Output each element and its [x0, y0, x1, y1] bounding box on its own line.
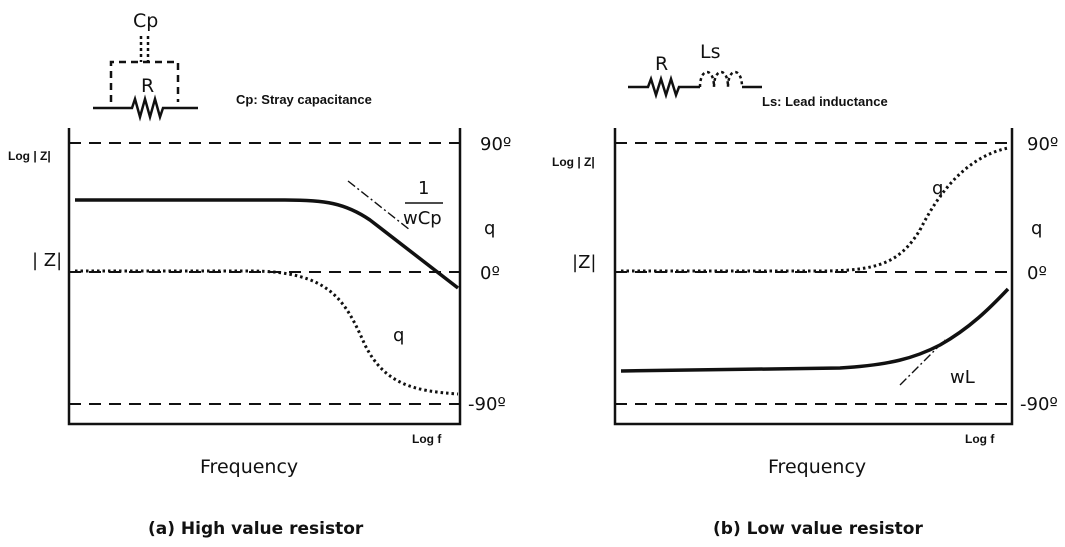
right-label-q: q	[1031, 218, 1042, 239]
left-label-90: 90º	[480, 134, 511, 155]
right-resistor-wire	[628, 74, 700, 100]
left-cap-bracket	[109, 60, 180, 102]
right-plot-frame	[613, 128, 1014, 426]
left-cap-label: Cp	[133, 10, 158, 32]
right-phase-curve	[621, 146, 1009, 273]
left-label-0: 0º	[480, 263, 500, 284]
left-asymptote	[347, 180, 411, 231]
right-y-axis-label: Log | Z|	[552, 155, 595, 169]
right-asymptote	[899, 339, 946, 386]
left-z-label: | Z|	[32, 250, 62, 271]
left-plot-frame	[67, 128, 462, 426]
right-x-axis-small-label: Log f	[965, 432, 995, 446]
right-ind-label: Ls	[700, 41, 720, 63]
right-circuit	[628, 70, 762, 100]
right-circuit-note: Ls: Lead inductance	[762, 94, 888, 109]
right-z-label: |Z|	[572, 252, 596, 273]
right-label-0: 0º	[1027, 263, 1047, 284]
right-asymptote-label: wL	[950, 367, 975, 388]
left-y-axis-label: Log | Z|	[8, 149, 51, 163]
left-asymptote-numerator: 1	[418, 178, 429, 199]
left-circuit-note: Cp: Stray capacitance	[236, 92, 372, 107]
right-inductor-coil	[698, 70, 744, 88]
right-res-label: R	[655, 53, 668, 75]
right-caption: (b) Low value resistor	[713, 519, 923, 539]
left-label-q: q	[484, 218, 495, 239]
left-resistor-wire	[93, 94, 198, 122]
left-circuit	[93, 36, 198, 122]
left-res-label: R	[141, 75, 154, 97]
right-phase-label: q	[932, 178, 943, 199]
left-caption: (a) High value resistor	[148, 519, 364, 539]
left-impedance-curve	[75, 198, 460, 290]
right-impedance-curve	[620, 287, 1010, 373]
left-phase-label: q	[393, 325, 404, 346]
right-label-90: 90º	[1027, 134, 1058, 155]
right-x-axis-label: Frequency	[768, 456, 866, 478]
left-panel: Cp R Cp: Stray capacitance Log | Z| | Z|…	[8, 10, 511, 539]
left-label-m90: -90º	[468, 394, 506, 415]
left-x-axis-label: Frequency	[200, 456, 298, 478]
right-panel: R Ls Ls: Lead inductance Log | Z| |Z| 90…	[552, 41, 1058, 539]
left-asymptote-denominator: wCp	[403, 208, 442, 229]
left-x-axis-small-label: Log f	[412, 432, 442, 446]
right-label-m90: -90º	[1020, 394, 1058, 415]
